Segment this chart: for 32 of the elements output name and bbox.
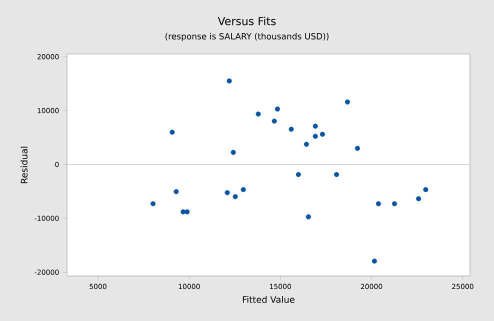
- point: [416, 196, 422, 202]
- point: [150, 201, 156, 206]
- point: [224, 190, 230, 196]
- point: [344, 100, 350, 105]
- point: [296, 172, 301, 178]
- point: [312, 134, 318, 139]
- point: [392, 201, 398, 206]
- point: [304, 142, 309, 147]
- point: [376, 201, 381, 206]
- point: [312, 124, 318, 129]
- point: [354, 146, 360, 151]
- point: [306, 214, 311, 220]
- point: [256, 112, 261, 117]
- y-axis-title: Residual: [20, 146, 28, 184]
- chart-title: Versus Fits: [218, 16, 276, 26]
- point: [334, 172, 340, 178]
- point: [272, 118, 277, 124]
- point: [274, 106, 280, 112]
- point: [288, 126, 294, 132]
- point: [226, 78, 232, 84]
- point: [230, 150, 236, 155]
- chart-subtitle: (response is SALARY (thousands USD)): [166, 32, 329, 42]
- point: [174, 189, 179, 194]
- point: [320, 132, 325, 137]
- point: [184, 209, 190, 214]
- point: [232, 194, 238, 200]
- point: [180, 209, 186, 214]
- point: [240, 187, 246, 192]
- point: [170, 130, 175, 135]
- point: [423, 187, 428, 192]
- point: [372, 258, 377, 264]
- x-axis-title: Fitted Value: [242, 296, 294, 303]
